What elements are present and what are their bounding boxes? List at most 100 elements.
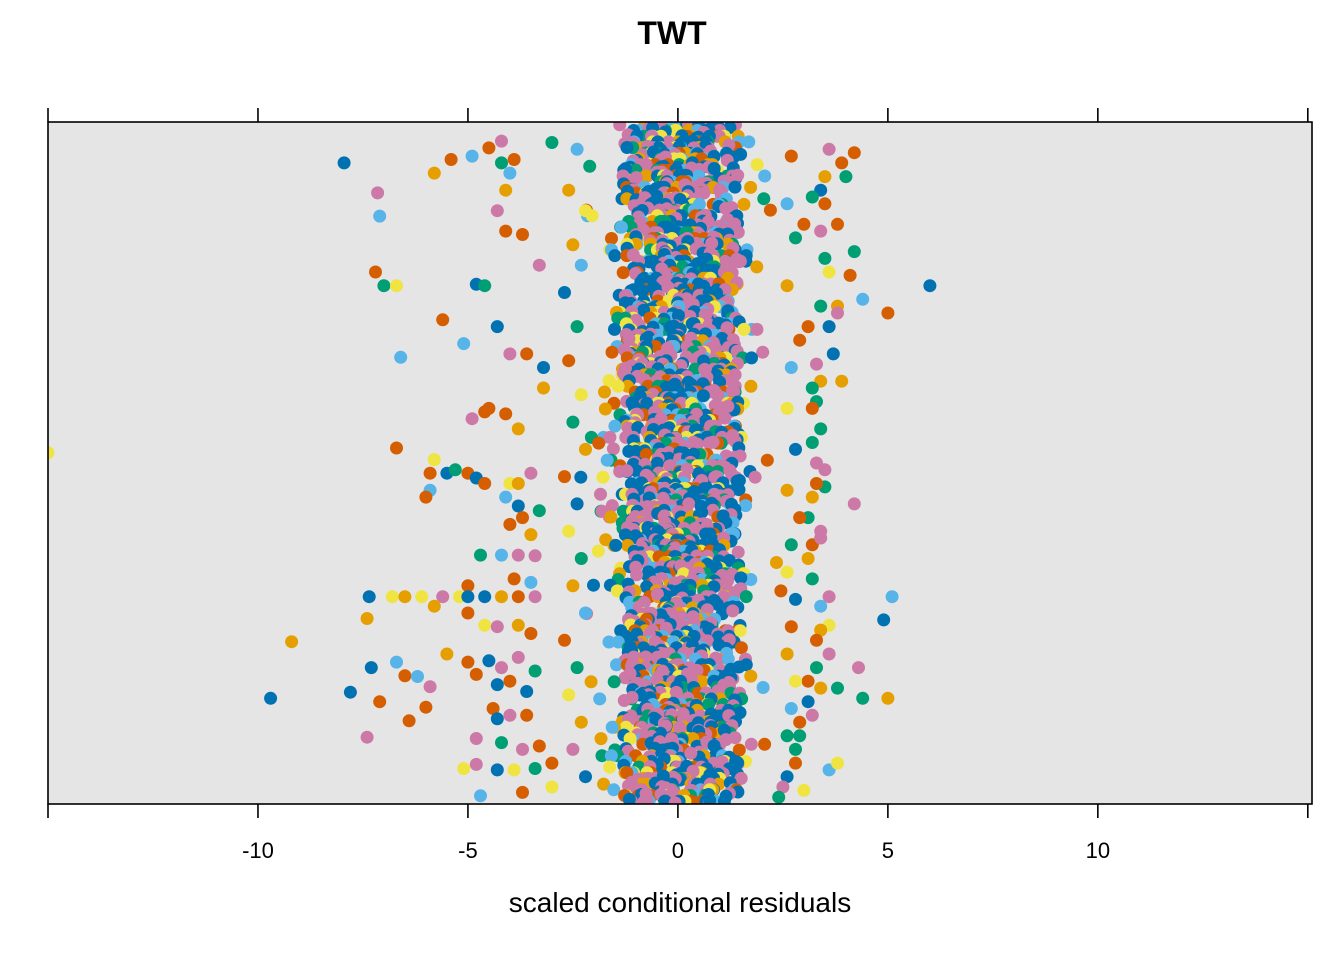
residual-point: [562, 183, 576, 197]
residual-point: [607, 675, 621, 689]
residual-point: [607, 783, 621, 797]
residual-point: [587, 578, 600, 592]
residual-point: [756, 681, 770, 694]
residual-point: [574, 258, 588, 272]
residual-point: [611, 635, 625, 649]
residual-point: [343, 685, 357, 699]
residual-point: [457, 337, 471, 351]
residual-point: [801, 552, 815, 565]
residual-point: [482, 654, 496, 668]
residual-point: [566, 579, 580, 593]
residual-point: [703, 793, 717, 804]
residual-point: [545, 780, 559, 794]
residual-point: [814, 224, 828, 238]
residual-point: [742, 135, 756, 149]
residual-point: [756, 345, 770, 359]
residual-point: [744, 180, 758, 194]
residual-point: [847, 245, 861, 259]
residual-point: [415, 590, 429, 604]
residual-point: [801, 695, 815, 709]
residual-point: [734, 571, 748, 585]
residual-point: [784, 702, 798, 715]
residual-point: [881, 306, 895, 320]
residual-point: [744, 737, 758, 751]
residual-point: [528, 762, 542, 775]
residual-point: [600, 453, 614, 467]
residual-point: [640, 580, 654, 594]
residual-point: [579, 606, 592, 620]
residual-point: [566, 742, 580, 756]
residual-point: [465, 149, 479, 163]
residual-point: [419, 490, 433, 504]
residual-point: [744, 379, 758, 393]
residual-point: [427, 599, 441, 613]
residual-point: [373, 695, 387, 709]
residual-point: [511, 477, 525, 490]
residual-point: [731, 225, 745, 239]
residual-point: [801, 674, 815, 688]
residual-point: [596, 470, 610, 484]
residual-point: [623, 667, 637, 680]
residual-point: [532, 739, 546, 753]
residual-point: [503, 674, 517, 688]
residual-point: [495, 736, 508, 750]
residual-point: [630, 568, 644, 582]
residual-point: [789, 442, 802, 456]
residual-point: [797, 217, 811, 231]
residual-point: [605, 499, 619, 513]
residual-point: [671, 309, 685, 322]
residual-point: [839, 170, 853, 184]
residual-point: [835, 156, 849, 170]
residual-point: [511, 548, 525, 562]
residual-point: [490, 712, 504, 726]
residual-point: [390, 655, 403, 669]
residual-point: [780, 483, 794, 497]
residual-point: [658, 794, 672, 804]
residual-point: [385, 590, 399, 604]
residual-point: [617, 694, 631, 707]
residual-point: [696, 389, 710, 403]
residual-point: [793, 511, 807, 525]
residual-point: [784, 538, 798, 552]
residual-point: [566, 415, 580, 429]
residual-point: [503, 166, 517, 180]
residual-point: [750, 322, 764, 336]
residual-point: [516, 785, 529, 799]
residual-point: [593, 692, 607, 706]
residual-point: [499, 224, 513, 238]
residual-point: [490, 320, 504, 334]
residual-point: [490, 204, 504, 218]
residual-point: [507, 572, 521, 586]
residual-point: [507, 153, 521, 166]
residual-point: [579, 442, 592, 456]
residual-point: [640, 794, 654, 804]
residual-point: [620, 141, 634, 154]
residual-point: [411, 670, 424, 683]
residual-point: [48, 446, 55, 460]
residual-point: [611, 379, 625, 393]
residual-point: [495, 661, 508, 675]
residual-point: [718, 411, 732, 425]
residual-point: [390, 279, 403, 293]
residual-point: [486, 702, 500, 715]
residual-point: [495, 590, 508, 604]
residual-point: [728, 731, 742, 745]
residual-point: [688, 521, 702, 535]
residual-point: [739, 590, 753, 604]
residual-point: [499, 407, 513, 421]
residual-point: [461, 579, 475, 593]
residual-point: [394, 350, 408, 364]
residual-point: [495, 548, 508, 562]
residual-point: [805, 708, 819, 722]
residual-point: [558, 470, 571, 484]
residual-point: [805, 401, 819, 415]
residual-point: [436, 590, 450, 604]
residual-point: [731, 545, 745, 559]
residual-point: [598, 402, 612, 416]
residual-point: [831, 306, 844, 320]
residual-point: [822, 320, 836, 334]
residual-point: [499, 183, 513, 197]
residual-point: [737, 322, 751, 336]
residual-point: [810, 633, 823, 647]
